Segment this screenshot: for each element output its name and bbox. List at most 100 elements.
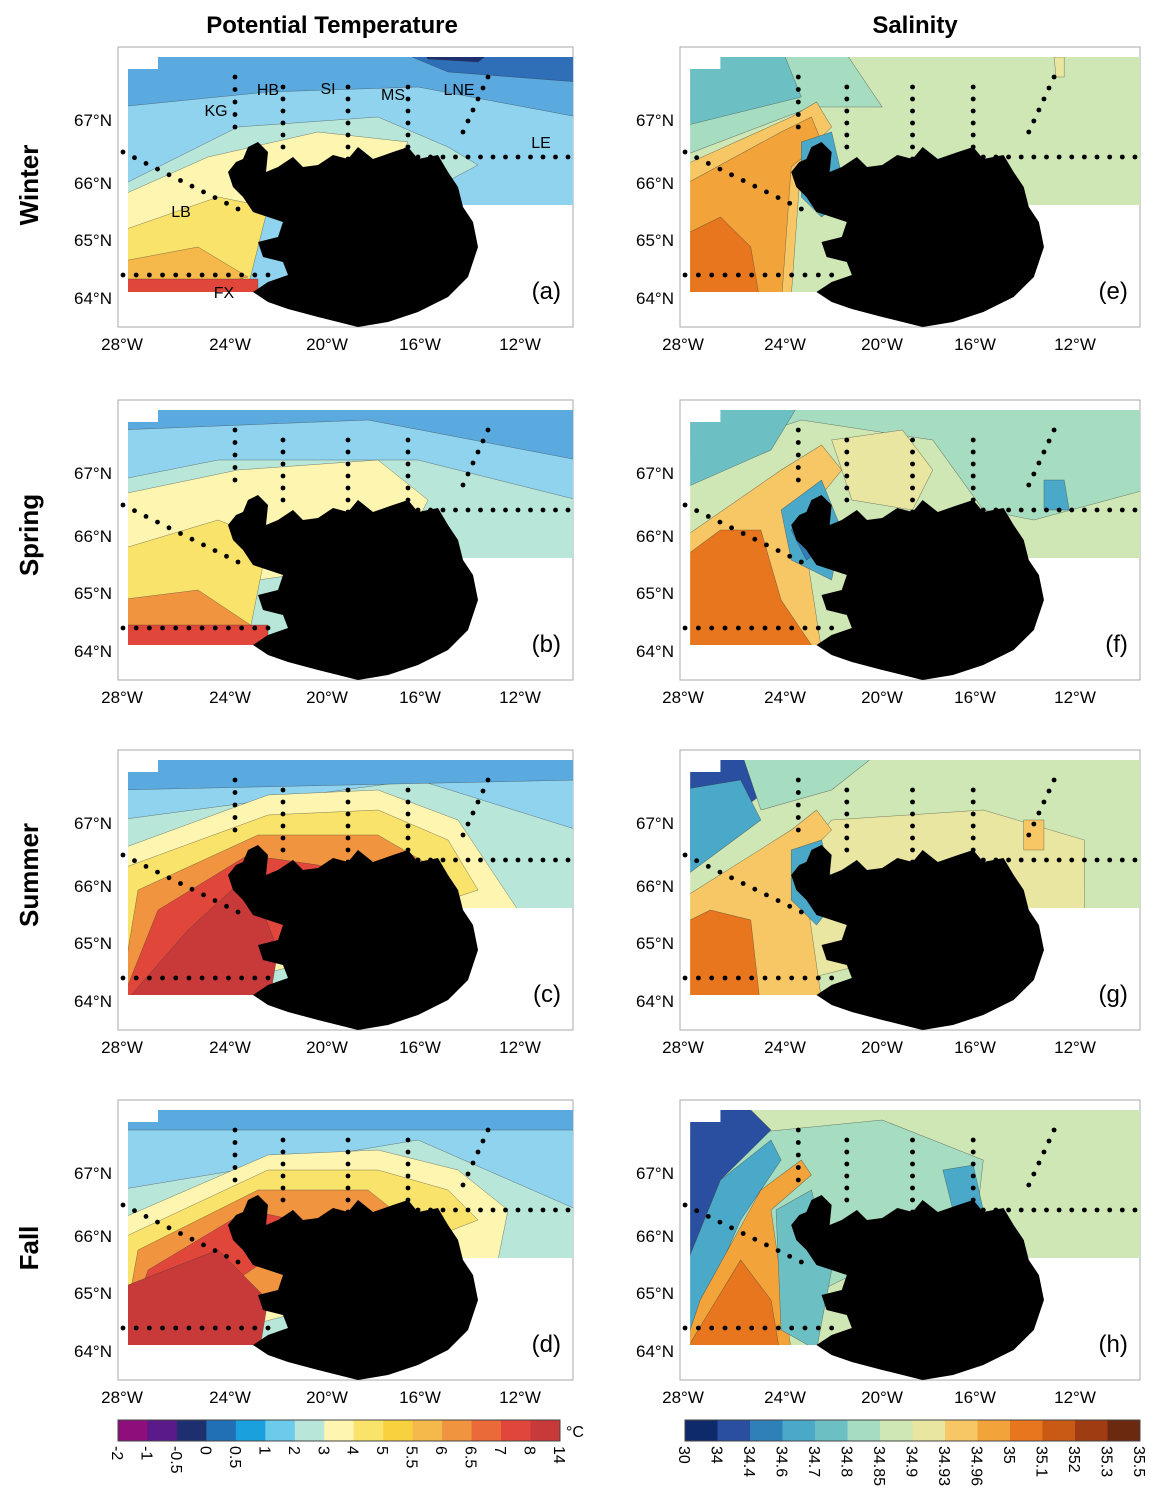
station [752,1237,757,1242]
longitude-label: 24°W [209,688,251,707]
station [910,510,915,515]
colorbar-label: 34.8 [838,1446,855,1477]
station [503,508,508,513]
station [910,1138,915,1143]
station [233,428,238,433]
longitude-label: 12°W [1054,1038,1096,1057]
latitude-label: 65°N [74,1284,112,1303]
station [541,155,546,160]
station [844,824,849,829]
station [178,531,183,536]
station [796,453,801,458]
station [729,875,734,880]
colorbar-label: 14 [550,1446,567,1464]
station [1133,155,1138,160]
station [910,800,915,805]
station [406,157,411,162]
station [233,465,238,470]
station [696,1326,701,1331]
latitude-label: 67°N [74,814,112,833]
station [406,836,411,841]
station [491,858,496,863]
station [971,1138,976,1143]
station [466,508,471,513]
colorbar-label: 3 [314,1446,331,1455]
station [233,790,238,795]
station [466,1172,471,1177]
station [213,1248,218,1253]
station [213,273,218,278]
station [971,812,976,817]
colorbar-segment [880,1420,913,1441]
station [1042,1150,1047,1155]
station [541,508,546,513]
station [167,172,172,177]
figure: Potential Temperature Salinity WinterSpr… [0,0,1151,1493]
colorbar-segment [413,1420,443,1441]
station [167,875,172,880]
station [844,462,849,467]
station [453,508,458,513]
longitude-label: 12°W [499,1388,541,1407]
longitude-label: 20°W [306,688,348,707]
station [406,486,411,491]
station [476,1150,481,1155]
station [971,474,976,479]
station [201,893,206,898]
station [844,109,849,114]
station [1120,858,1125,863]
longitude-label: 28°W [662,1388,704,1407]
station [201,190,206,195]
station [1069,858,1074,863]
station [1044,508,1049,513]
panel-label: (g) [1099,981,1128,1008]
station [1036,461,1041,466]
station [816,273,821,278]
station [696,626,701,631]
station [1107,1208,1112,1213]
station [541,858,546,863]
station [226,273,231,278]
colorbar-label: 34.9 [903,1446,920,1477]
station [134,273,139,278]
station [266,976,271,981]
colorbar-segment [501,1420,531,1441]
map-panel [118,750,578,1030]
colorbar-segment [978,1420,1011,1441]
latitude-label: 66°N [74,877,112,896]
station [428,155,433,160]
station [178,178,183,183]
station [281,145,286,150]
station [406,860,411,865]
station [971,1150,976,1155]
row-label: Fall [14,1226,44,1271]
map-panel [680,750,1145,1030]
longitude-label: 16°W [954,335,996,354]
station [683,626,688,631]
colorbar-label: 34.96 [968,1446,985,1486]
station [566,1208,571,1213]
longitude-label: 20°W [861,1388,903,1407]
latitude-label: 65°N [636,1284,674,1303]
station [173,976,178,981]
station [346,824,351,829]
panel-label: (e) [1099,278,1128,305]
station [486,778,491,783]
station [709,273,714,278]
longitude-label: 28°W [101,335,143,354]
station [1052,75,1057,80]
station [281,824,286,829]
station [796,790,801,795]
station [749,1326,754,1331]
station [803,1326,808,1331]
station [1006,858,1011,863]
latitude-label: 66°N [636,877,674,896]
station [406,498,411,503]
station [233,100,238,105]
station [428,1208,433,1213]
station [1044,155,1049,160]
station [844,812,849,817]
station [233,453,238,458]
station [147,976,152,981]
longitude-label: 28°W [662,1038,704,1057]
